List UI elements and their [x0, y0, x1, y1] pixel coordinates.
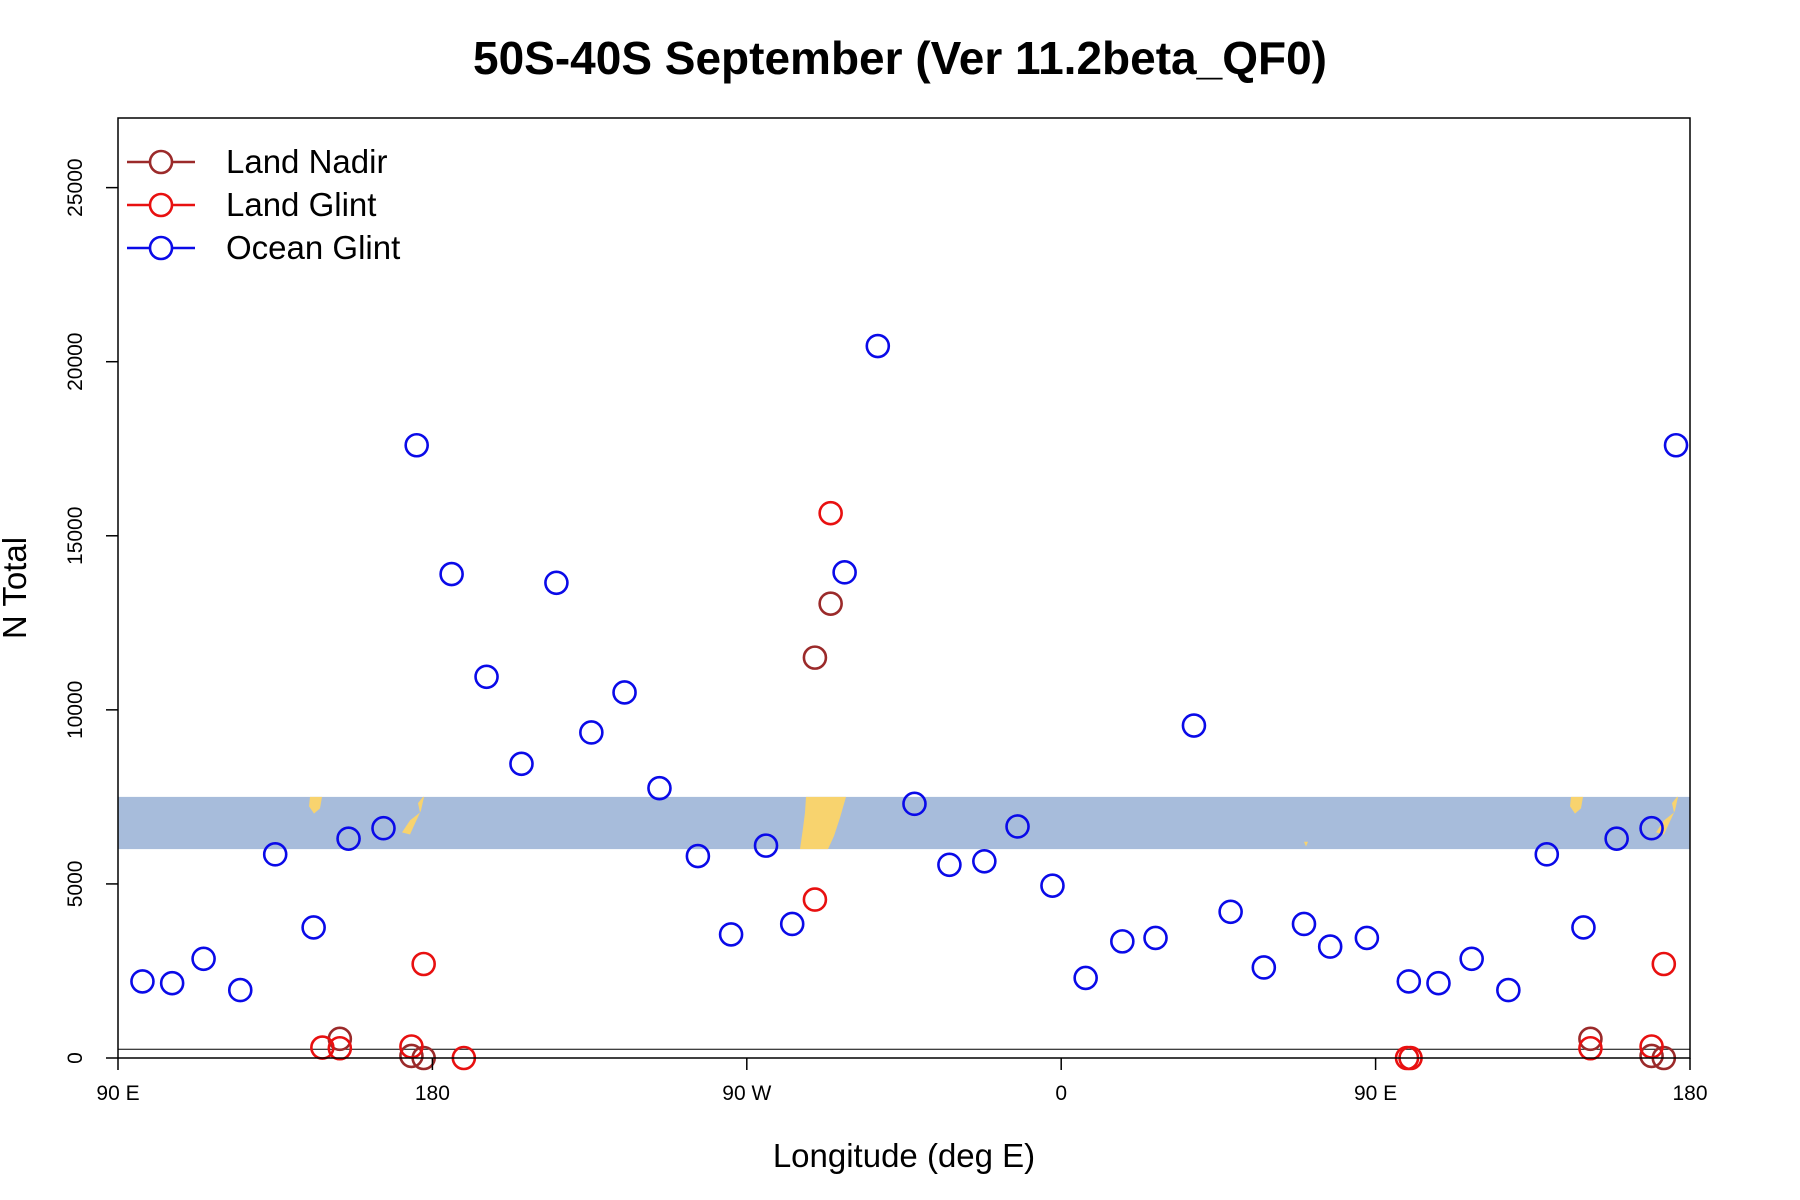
data-point-ocean-glint — [1571, 915, 1596, 940]
data-point-ocean-glint — [718, 922, 744, 947]
legend-marker-ocean-glint — [148, 235, 174, 261]
data-point-land-glint — [327, 1035, 353, 1061]
data-point-ocean-glint — [130, 969, 155, 994]
data-point-ocean-glint — [301, 915, 326, 940]
x-tick-label: 180 — [415, 1082, 450, 1105]
data-point-ocean-glint — [1426, 970, 1451, 996]
data-point-ocean-glint — [509, 751, 534, 777]
x-axis: 90 E 180 90 W 0 90 E 180 — [96, 1058, 1708, 1105]
data-point-ocean-glint — [779, 911, 805, 937]
data-point-ocean-glint — [404, 432, 429, 458]
x-tick-label: 90 E — [1354, 1082, 1397, 1105]
data-point-ocean-glint — [972, 848, 997, 874]
data-point-land-glint — [1651, 951, 1677, 977]
data-point-land-nadir — [1578, 1026, 1603, 1052]
data-point-land-nadir — [802, 645, 828, 670]
plot-frame — [117, 117, 1691, 1059]
chart-title: 50S-40S September (Ver 11.2beta_QF0) — [473, 32, 1327, 84]
data-point-ocean-glint — [1005, 814, 1030, 839]
y-axis: 0 5000 10000 15000 20000 25000 — [64, 158, 118, 1064]
x-tick-label: 180 — [1672, 1082, 1707, 1105]
data-point-ocean-glint — [1396, 969, 1422, 994]
data-point-ocean-glint — [1604, 826, 1629, 851]
legend-label-land-nadir: Land Nadir — [226, 143, 387, 180]
x-tick-label: 0 — [1055, 1082, 1067, 1105]
data-point-ocean-glint — [1143, 925, 1168, 951]
data-point-ocean-glint — [1639, 815, 1664, 841]
data-point-ocean-glint — [612, 680, 637, 705]
data-point-ocean-glint — [1110, 929, 1135, 954]
legend-marker-land-nadir — [148, 149, 174, 175]
data-point-ocean-glint — [191, 946, 216, 972]
data-point-ocean-glint — [579, 720, 604, 745]
data-point-land-glint — [411, 951, 436, 977]
y-tick-label: 20000 — [64, 333, 87, 391]
land-fleck — [1304, 841, 1308, 847]
data-point-ocean-glint — [1040, 873, 1065, 898]
data-point-ocean-glint — [685, 843, 711, 869]
x-tick-label: 90 E — [96, 1082, 139, 1105]
land-tasmania — [309, 796, 322, 814]
data-point-ocean-glint — [865, 333, 891, 359]
x-axis-label: Longitude (deg E) — [773, 1137, 1035, 1174]
data-point-ocean-glint — [1218, 899, 1243, 925]
y-tick-label: 5000 — [64, 861, 87, 908]
data-point-land-glint — [818, 500, 843, 526]
data-point-ocean-glint — [1534, 842, 1560, 867]
y-tick-label: 0 — [64, 1052, 87, 1064]
reference-lines — [118, 1048, 1690, 1059]
data-point-ocean-glint — [439, 561, 464, 587]
data-point-ocean-glint — [832, 560, 857, 585]
legend: Land Nadir Land Glint Ocean Glint — [127, 143, 400, 266]
data-point-ocean-glint — [159, 970, 185, 996]
data-point-ocean-glint — [1251, 955, 1277, 980]
data-point-ocean-glint — [1073, 965, 1098, 991]
data-point-ocean-glint — [1181, 713, 1207, 738]
data-point-ocean-glint — [371, 815, 396, 841]
y-tick-label: 15000 — [64, 507, 87, 565]
legend-label-ocean-glint: Ocean Glint — [226, 229, 400, 266]
data-point-ocean-glint — [1291, 911, 1317, 937]
data-point-ocean-glint — [336, 826, 361, 851]
legend-label-land-glint: Land Glint — [226, 186, 376, 223]
y-tick-label: 10000 — [64, 681, 87, 739]
land-new-zealand — [402, 796, 424, 835]
data-point-ocean-glint — [753, 833, 779, 858]
data-point-land-glint — [802, 887, 828, 912]
data-point-ocean-glint — [1354, 925, 1380, 951]
data-point-ocean-glint — [1496, 977, 1521, 1003]
data-point-ocean-glint — [1663, 432, 1689, 458]
legend-marker-land-glint — [148, 192, 174, 218]
data-point-ocean-glint — [937, 852, 962, 878]
land-tasmania-repeat — [1570, 796, 1583, 814]
data-point-land-nadir — [818, 591, 843, 616]
land-south-america — [800, 796, 846, 850]
data-point-land-nadir — [399, 1043, 424, 1069]
data-point-ocean-glint — [1317, 934, 1343, 959]
data-point-ocean-glint — [544, 570, 569, 596]
data-point-ocean-glint — [262, 842, 288, 867]
data-point-land-nadir — [1639, 1043, 1664, 1069]
data-point-ocean-glint — [1459, 946, 1484, 972]
data-points — [130, 333, 1689, 1071]
y-tick-label: 25000 — [64, 158, 87, 216]
data-point-land-glint — [1578, 1035, 1603, 1061]
data-point-ocean-glint — [647, 775, 672, 801]
x-tick-label: 90 W — [722, 1082, 771, 1105]
data-point-ocean-glint — [474, 664, 499, 690]
data-point-ocean-glint — [902, 791, 927, 817]
y-axis-label: N Total — [0, 537, 33, 639]
data-point-ocean-glint — [227, 977, 253, 1003]
